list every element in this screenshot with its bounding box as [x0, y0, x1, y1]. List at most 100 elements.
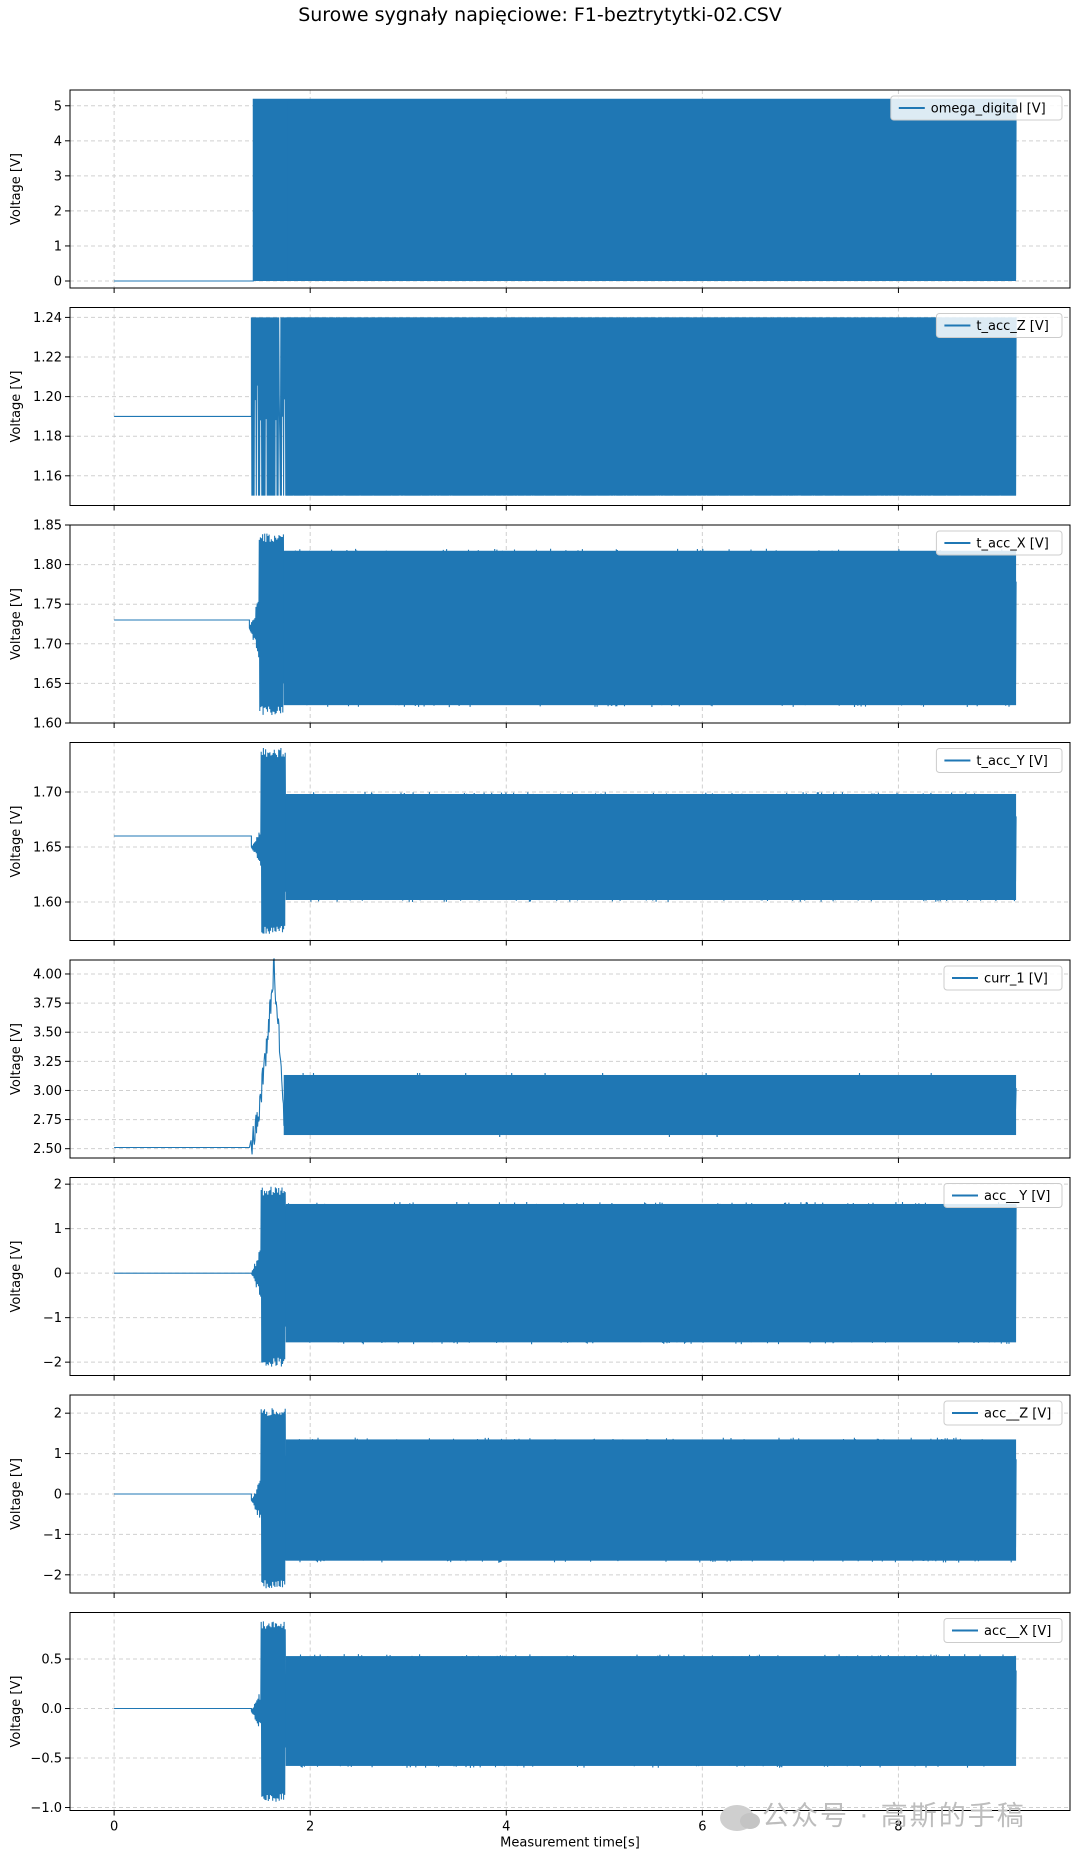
y-tick-label: 1 — [54, 1222, 62, 1237]
y-tick-label: 1.80 — [33, 558, 62, 573]
y-axis-label: Voltage [V] — [9, 153, 24, 225]
figure-title: Surowe sygnały napięciowe: F1-beztrytytk… — [298, 4, 782, 26]
y-tick-label: 2 — [54, 204, 62, 219]
y-axis-label: Voltage [V] — [9, 1676, 24, 1748]
y-tick-label: 0.5 — [41, 1653, 62, 1668]
legend-box — [943, 1400, 1063, 1426]
y-tick-label: 1 — [54, 1447, 62, 1462]
y-axis-label: Voltage [V] — [9, 371, 24, 443]
y-tick-label: 1.85 — [33, 519, 62, 534]
legend-label: t_acc_Z [V] — [976, 319, 1048, 334]
legend-label: acc__X [V] — [984, 1624, 1051, 1639]
x-axis-label: Measurement time[s] — [500, 1836, 640, 1851]
legend-label: t_acc_Y [V] — [976, 754, 1047, 769]
y-tick-label: −1.0 — [30, 1801, 62, 1816]
y-tick-label: 1.65 — [33, 677, 62, 692]
signal-band — [283, 550, 1017, 706]
y-tick-label: −2 — [43, 1356, 62, 1371]
legend-label: acc__Y [V] — [984, 1189, 1050, 1204]
x-tick-label: 2 — [306, 1820, 314, 1835]
signal-band — [283, 1074, 1017, 1136]
legend-label: curr_1 [V] — [984, 972, 1048, 987]
y-tick-label: −1 — [43, 1311, 62, 1326]
subplot-6: −2 −1 0 1 2 Voltage [V] acc__Y [V] — [9, 1177, 1071, 1381]
y-tick-label: 1.22 — [33, 351, 62, 366]
wechat-icon — [720, 1804, 760, 1831]
y-tick-label: 3.25 — [33, 1055, 62, 1070]
legend-box — [935, 748, 1063, 773]
y-tick-label: 1.70 — [33, 637, 62, 652]
y-axis-label: Voltage [V] — [9, 588, 24, 660]
y-axis-label: Voltage [V] — [9, 1458, 24, 1530]
legend-label: t_acc_X [V] — [976, 537, 1048, 552]
signal-band — [285, 317, 1017, 496]
y-tick-label: 3.00 — [33, 1084, 62, 1099]
legend-box — [943, 1618, 1063, 1643]
y-tick-label: 1.75 — [33, 598, 62, 613]
y-tick-label: −0.5 — [30, 1752, 62, 1767]
watermark-text: 公众号 · 高斯的手稿 — [762, 1801, 1026, 1832]
y-axis-label: Voltage [V] — [9, 1023, 24, 1095]
subplot-2: 1.16 1.18 1.20 1.22 1.24 Voltage [V] t_acc_Z [… — [9, 307, 1071, 511]
y-tick-label: 1.60 — [33, 717, 62, 732]
x-tick-label: 0 — [110, 1820, 118, 1835]
signal-band — [285, 1203, 1017, 1343]
y-tick-label: 1.60 — [33, 896, 62, 911]
legend-label: acc__Z [V] — [984, 1407, 1051, 1422]
signal-band — [285, 794, 1017, 900]
y-tick-label: 4 — [54, 134, 62, 149]
axes-frame — [69, 89, 1071, 289]
legend-label: omega_digital [V] — [931, 102, 1046, 117]
x-tick-label: 6 — [698, 1820, 706, 1835]
x-tick-label: 8 — [894, 1820, 902, 1835]
subplot-5: 2.50 2.75 3.00 3.25 3.50 3.75 4.00 Voltage [V] c… — [9, 958, 1071, 1163]
y-tick-label: 1.18 — [33, 430, 62, 445]
y-tick-label: 0 — [54, 274, 62, 289]
y-tick-label: 2.50 — [33, 1142, 62, 1157]
axes-frame — [69, 524, 1071, 724]
subplot-4: 1.60 1.65 1.70 Voltage [V] t_acc_Y [V] — [9, 742, 1071, 946]
y-tick-label: −1 — [43, 1528, 62, 1543]
subplot-1: 0 1 2 3 4 5 Voltage [V] omega_digital [V] — [9, 89, 1071, 293]
y-tick-label: 2.75 — [33, 1113, 62, 1128]
y-axis-label: Voltage [V] — [9, 1241, 24, 1313]
subplot-7: −2 −1 0 1 2 Voltage [V] acc__Z [V] — [9, 1394, 1071, 1598]
signal-band — [287, 100, 1017, 279]
y-tick-label: 0 — [54, 1267, 62, 1282]
y-tick-label: 3 — [54, 169, 62, 184]
subplot-3: 1.60 1.65 1.70 1.75 1.80 1.85 Voltage [V] t_acc… — [9, 519, 1071, 732]
y-tick-label: 1.24 — [33, 311, 62, 326]
legend-box — [943, 965, 1063, 991]
legend-box — [890, 95, 1063, 121]
y-tick-label: 3.75 — [33, 997, 62, 1012]
y-tick-label: 1.65 — [33, 841, 62, 856]
y-tick-label: −2 — [43, 1568, 62, 1583]
legend-box — [935, 530, 1063, 556]
y-tick-label: 0 — [54, 1488, 62, 1503]
signal-band — [285, 1656, 1017, 1766]
y-tick-label: 1.20 — [33, 390, 62, 405]
signal-band — [285, 1439, 1017, 1561]
axes-frame — [69, 959, 1071, 1159]
legend-box — [943, 1183, 1063, 1208]
y-tick-label: 3.50 — [33, 1026, 62, 1041]
y-tick-label: 2 — [54, 1407, 62, 1422]
y-tick-label: 1.70 — [33, 786, 62, 801]
subplot-8: 0 2 4 6 8 −1.0 −0.5 0.0 0.5 Voltage [V] acc__X [V]… — [9, 1612, 1071, 1851]
y-tick-label: 4.00 — [33, 967, 62, 982]
watermark: 公众号 · 高斯的手稿 — [720, 1794, 1026, 1833]
y-tick-label: 0.0 — [41, 1702, 62, 1717]
axes-frame — [69, 307, 1071, 506]
y-tick-label: 1.16 — [33, 469, 62, 484]
x-tick-label: 4 — [502, 1820, 510, 1835]
y-axis-label: Voltage [V] — [9, 806, 24, 878]
y-tick-label: 2 — [54, 1178, 62, 1193]
y-tick-label: 5 — [54, 99, 62, 114]
y-tick-label: 1 — [54, 239, 62, 254]
axes-frame — [69, 742, 1071, 941]
legend-box — [935, 313, 1063, 338]
axes-frame — [69, 1612, 1071, 1811]
axes-frame — [69, 1177, 1071, 1376]
